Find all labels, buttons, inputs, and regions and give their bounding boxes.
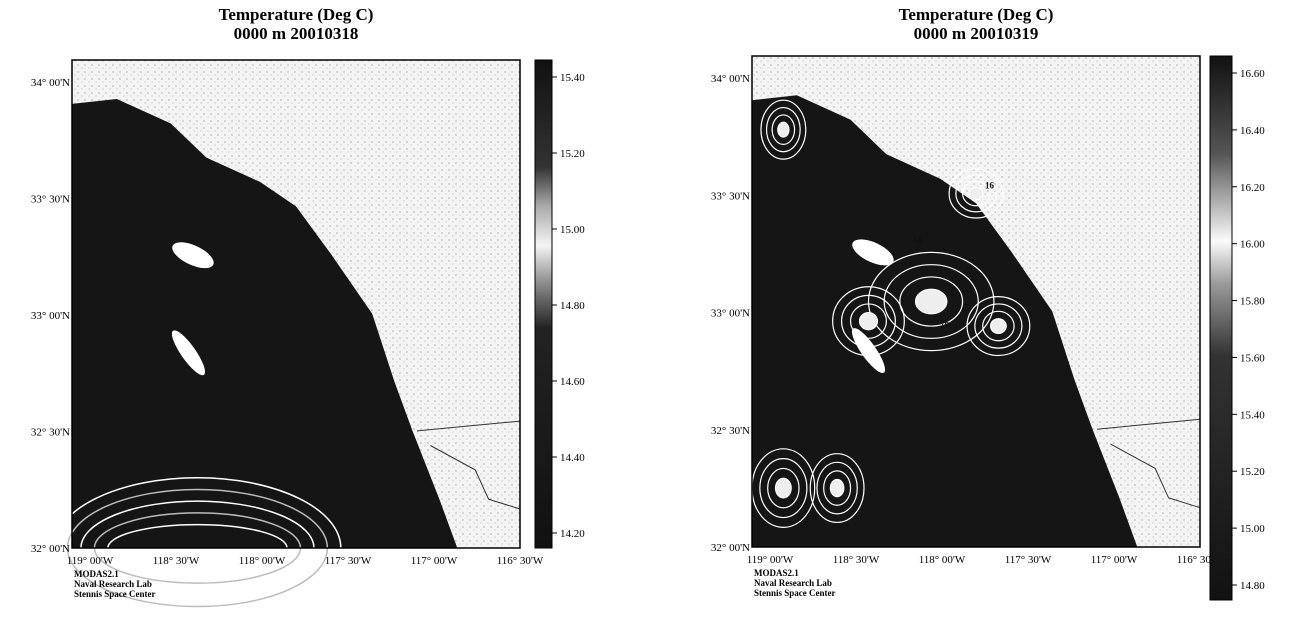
lat-label: 33° 30'N — [31, 194, 70, 206]
island — [172, 242, 214, 269]
contour — [982, 310, 1015, 342]
credit: Stennis Space Center — [754, 588, 836, 598]
contour — [765, 106, 801, 153]
lon-label: 118° 30'W — [153, 555, 200, 567]
lat-label: 33° 30'N — [711, 190, 750, 202]
colorbar-label: 15.00 — [560, 224, 585, 236]
contour — [816, 461, 858, 515]
contour — [961, 180, 991, 207]
lon-label: 118° 00'W — [919, 554, 966, 566]
credit: Naval Research Lab — [754, 578, 832, 588]
colorbar-label: 15.60 — [1240, 352, 1265, 364]
colorbar-label: 14.60 — [560, 376, 585, 388]
colorbar-label: 15.20 — [560, 148, 585, 160]
map-subtitle: 0000 m 20010318 — [234, 24, 359, 43]
contour — [858, 311, 879, 331]
contour — [974, 303, 1023, 349]
contour — [760, 99, 807, 160]
contour — [759, 458, 808, 519]
credit: Naval Research Lab — [74, 579, 152, 589]
colorbar-label: 15.40 — [560, 72, 585, 84]
colorbar-label: 14.80 — [560, 300, 585, 312]
plot-frame — [751, 55, 1201, 548]
contour — [774, 477, 792, 499]
ocean — [752, 95, 1138, 548]
colorbar-label: 16.20 — [1240, 182, 1265, 194]
contour — [809, 453, 865, 524]
contour-label: 16 — [940, 318, 950, 328]
colorbar-label: 15.40 — [1240, 409, 1265, 421]
plot-frame — [71, 59, 521, 549]
colorbar-label: 16.00 — [1240, 239, 1265, 251]
colorbar-label: 14.20 — [560, 528, 585, 540]
contour — [989, 318, 1007, 335]
contour — [823, 470, 852, 506]
lon-label: 117° 30'W — [1005, 554, 1052, 566]
lat-label: 34° 00'N — [711, 73, 750, 85]
ocean — [72, 99, 458, 548]
contour — [867, 251, 995, 352]
colorbar-label: 14.40 — [560, 452, 585, 464]
lon-label: 119° 00'W — [747, 554, 794, 566]
lon-label: 119° 00'W — [67, 555, 114, 567]
lat-label: 33° 00'N — [31, 310, 70, 322]
island — [851, 328, 886, 374]
credit: MODAS2.1 — [754, 568, 799, 578]
contour — [899, 276, 964, 327]
lat-label: 34° 00'N — [31, 77, 70, 89]
lon-label: 117° 00'W — [1091, 554, 1138, 566]
lat-label: 32° 30'N — [31, 427, 70, 439]
contour — [771, 114, 796, 145]
lon-label: 117° 00'W — [411, 555, 458, 567]
colorbar-label: 15.80 — [1240, 296, 1265, 308]
border — [416, 420, 521, 432]
colorbar-label: 15.20 — [1240, 466, 1265, 478]
colorbar — [534, 59, 553, 549]
colorbar-label: 15.00 — [1240, 523, 1265, 535]
contour — [777, 121, 790, 138]
contour — [767, 467, 800, 509]
map-title: Temperature (Deg C) — [219, 5, 374, 24]
island — [171, 330, 206, 376]
contour — [966, 295, 1031, 357]
road — [430, 445, 521, 510]
colorbar-label: 14.80 — [1240, 580, 1265, 592]
contour — [948, 168, 1004, 219]
lon-label: 118° 30'W — [833, 554, 880, 566]
contour — [849, 303, 887, 339]
lon-label: 118° 00'W — [239, 555, 286, 567]
lon-label: 117° 30'W — [325, 555, 372, 567]
colorbar-label: 16.60 — [1240, 68, 1265, 80]
road — [1110, 443, 1201, 509]
lat-label: 33° 00'N — [711, 308, 750, 320]
map-subtitle: 0000 m 20010319 — [914, 24, 1039, 43]
contour-label: 16 — [913, 235, 923, 245]
contour — [968, 186, 984, 201]
colorbar — [1209, 55, 1233, 601]
island — [852, 239, 894, 266]
border — [1096, 418, 1201, 430]
lat-label: 32° 00'N — [31, 543, 70, 555]
lat-label: 32° 30'N — [711, 425, 750, 437]
lon-label: 116° 30'W — [497, 555, 544, 567]
contour — [914, 288, 948, 315]
lat-label: 32° 00'N — [711, 542, 750, 554]
map-title: Temperature (Deg C) — [899, 5, 1054, 24]
credit: MODAS2.1 — [74, 569, 119, 579]
contour-label: 16 — [985, 181, 995, 191]
credit: Stennis Space Center — [74, 589, 156, 599]
colorbar-label: 16.40 — [1240, 125, 1265, 137]
contour — [829, 478, 845, 498]
contour — [883, 264, 979, 339]
contour — [955, 174, 997, 213]
